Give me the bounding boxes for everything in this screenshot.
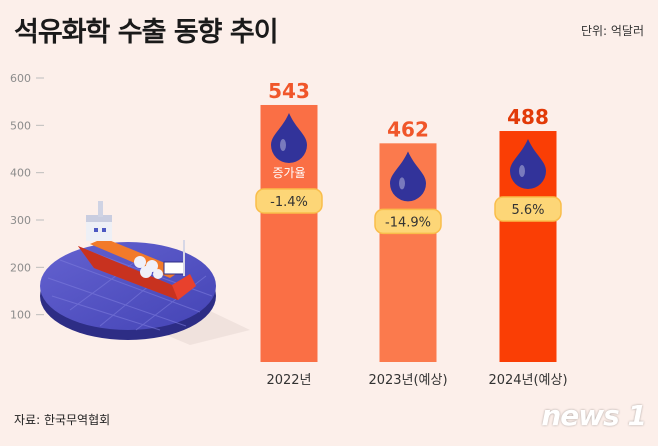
y-tick-label-100: 100 bbox=[10, 309, 31, 322]
y-tick-label-400: 400 bbox=[10, 167, 31, 180]
news1-logo: news 1 bbox=[541, 399, 647, 432]
oil-drop-highlight bbox=[280, 138, 286, 151]
y-tick-label-200: 200 bbox=[10, 261, 31, 274]
growth-rate-pill-3 bbox=[494, 196, 562, 222]
bar-value-label-3: 488 bbox=[507, 105, 549, 129]
growth-rate-value-1: -1.4% bbox=[270, 195, 308, 210]
oil-drop-icon bbox=[390, 151, 426, 202]
oil-drop-icon bbox=[510, 139, 546, 190]
y-axis: 100 200 300 400 500 600 bbox=[10, 72, 44, 322]
x-category-label-3: 2024년(예상) bbox=[488, 373, 567, 388]
growth-rate-value-3: 5.6% bbox=[511, 203, 544, 218]
x-category-label-1: 2022년 bbox=[266, 373, 311, 388]
bars-layer: 543 증가율 -1.4% 2022년 462 -14.9% 2023년(예상) 488 5.6… bbox=[255, 79, 568, 388]
bar-value-label-1: 543 bbox=[268, 79, 310, 103]
growth-rate-pill-1 bbox=[255, 188, 323, 214]
growth-rate-pill-2 bbox=[374, 208, 442, 235]
oil-drop-highlight bbox=[519, 165, 525, 178]
oil-drop-highlight bbox=[399, 177, 405, 190]
bar-value-label-2: 462 bbox=[387, 117, 429, 141]
y-tick-label-600: 600 bbox=[10, 72, 31, 85]
tanker-ship-illustration bbox=[40, 201, 250, 345]
unit-label: 단위: 억달러 bbox=[580, 24, 644, 38]
oil-drop-icon bbox=[271, 112, 307, 163]
x-category-label-2: 2023년(예상) bbox=[368, 373, 447, 388]
growth-rate-value-2: -14.9% bbox=[385, 215, 431, 230]
source-label: 자료: 한국무역협회 bbox=[14, 413, 111, 427]
y-tick-label-300: 300 bbox=[10, 214, 31, 227]
y-tick-label-500: 500 bbox=[10, 119, 31, 132]
growth-rate-label: 증가율 bbox=[272, 166, 305, 180]
chart-title: 석유화학 수출 동향 추이 bbox=[14, 17, 279, 48]
